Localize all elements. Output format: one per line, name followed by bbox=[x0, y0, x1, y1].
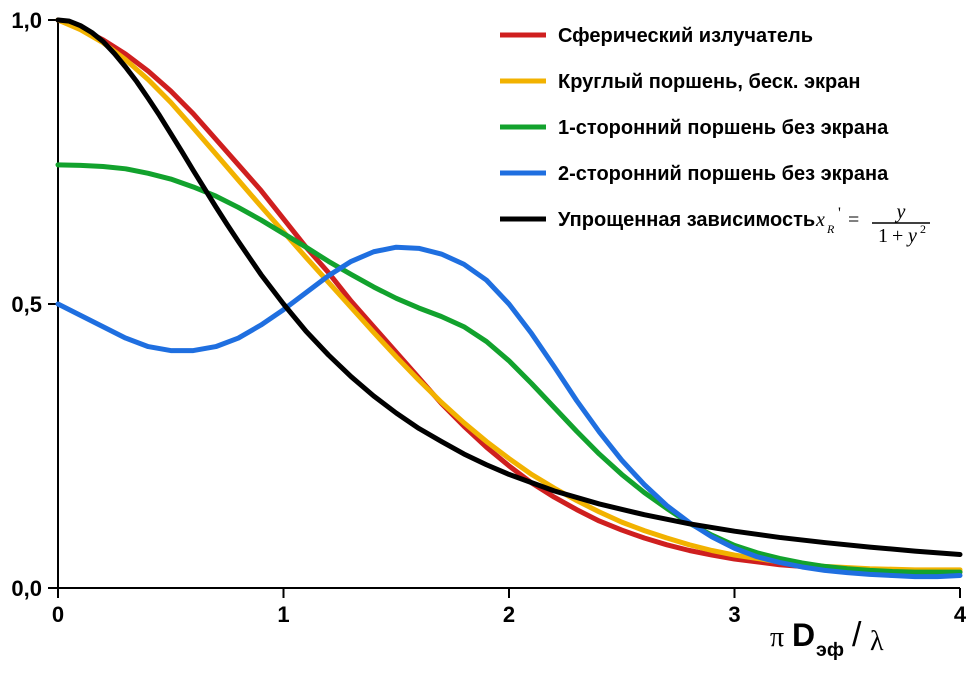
legend-label: Сферический излучатель bbox=[558, 25, 813, 47]
legend-label: 1-сторонний поршень без экрана bbox=[558, 117, 889, 139]
chart-background bbox=[0, 0, 979, 676]
x-tick-label: 3 bbox=[728, 602, 740, 627]
x-axis-title-part: λ bbox=[870, 626, 884, 657]
legend-label: Упрощенная зависимость bbox=[558, 209, 815, 231]
y-tick-label: 1,0 bbox=[11, 8, 42, 33]
y-tick-label: 0,5 bbox=[11, 292, 42, 317]
formula-part: 1 bbox=[878, 225, 888, 247]
legend-label: 2-сторонний поршень без экрана bbox=[558, 163, 889, 185]
formula-part: y bbox=[895, 201, 906, 223]
x-tick-label: 4 bbox=[954, 602, 967, 627]
x-axis-title-part: D bbox=[792, 617, 815, 653]
x-tick-label: 0 bbox=[52, 602, 64, 627]
formula-part: = bbox=[848, 209, 859, 231]
x-axis-title-part: эф bbox=[816, 639, 844, 661]
line-chart: 0 1 2 3 4 0,0 0,5 1,0 Сферический излучатель Круг… bbox=[0, 0, 979, 676]
x-tick-label: 1 bbox=[277, 602, 289, 627]
formula-part: R bbox=[826, 222, 835, 236]
formula-part: x bbox=[815, 209, 825, 231]
formula-part: ' bbox=[838, 205, 841, 222]
formula-part: y bbox=[906, 225, 917, 247]
formula-part: + bbox=[892, 225, 903, 247]
y-tick-label: 0,0 bbox=[11, 576, 42, 601]
legend-label: Круглый поршень, беск. экран bbox=[558, 71, 860, 93]
x-axis-title-part: / bbox=[852, 616, 862, 654]
x-tick-label: 2 bbox=[503, 602, 515, 627]
x-axis-title-part: π bbox=[770, 622, 784, 653]
formula-part: 2 bbox=[920, 222, 926, 236]
